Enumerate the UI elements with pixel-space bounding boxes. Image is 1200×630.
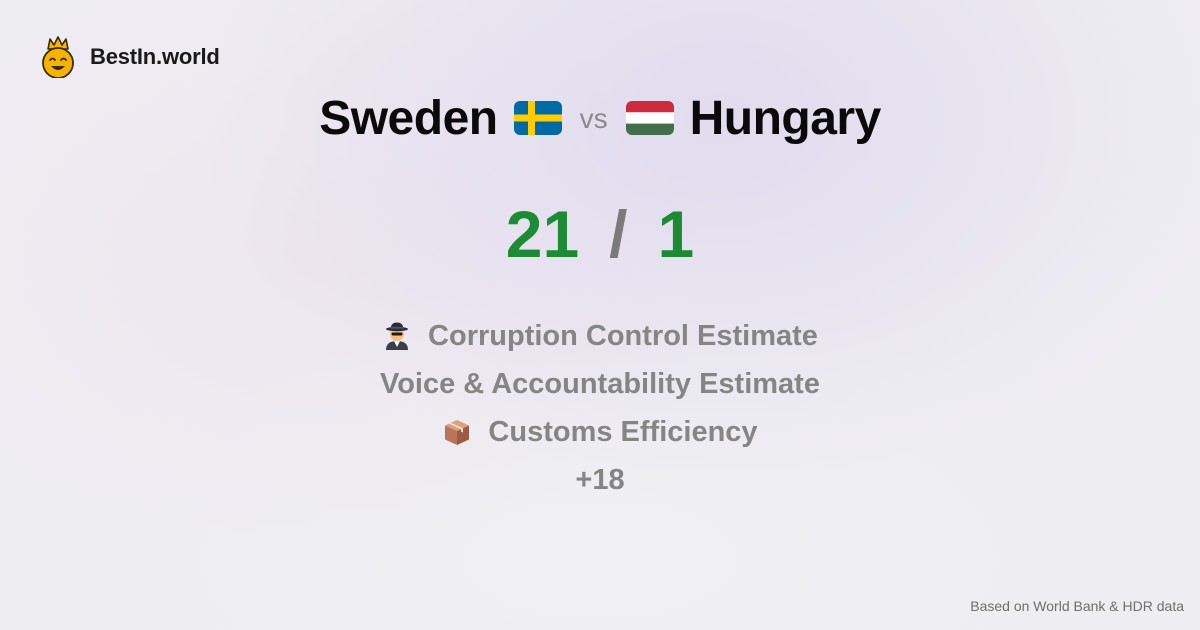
brand-logo[interactable]: BestIn.world <box>40 36 220 78</box>
right-country-name: Hungary <box>689 91 882 145</box>
comparison-title: Sweden vs Hungary <box>0 86 1200 150</box>
vs-label: vs <box>579 103 608 134</box>
brand-name: BestIn.world <box>90 44 220 69</box>
category-label: Customs Efficiency <box>488 415 758 448</box>
data-source-note: Based on World Bank & HDR data <box>970 598 1184 614</box>
left-country-name: Sweden <box>319 91 498 145</box>
sweden-flag-icon <box>513 101 562 135</box>
right-score: 1 <box>657 197 695 271</box>
category-list: Corruption Control Estimate Voice & Acco… <box>0 312 1200 504</box>
score-separator: / <box>609 197 628 271</box>
left-score: 21 <box>505 197 580 271</box>
package-icon <box>445 420 470 445</box>
category-label: Corruption Control Estimate <box>428 319 818 352</box>
category-item: Customs Efficiency <box>0 408 1200 456</box>
category-item: Corruption Control Estimate <box>0 312 1200 360</box>
more-categories-row: +18 <box>0 456 1200 504</box>
category-item: Voice & Accountability Estimate <box>0 360 1200 408</box>
crowned-smiley-icon <box>42 36 74 78</box>
more-categories-count: +18 <box>575 463 625 496</box>
hungary-flag-icon <box>625 101 674 135</box>
score-row: 21 / 1 <box>0 196 1200 272</box>
category-label: Voice & Accountability Estimate <box>380 367 820 400</box>
detective-icon <box>386 322 409 350</box>
